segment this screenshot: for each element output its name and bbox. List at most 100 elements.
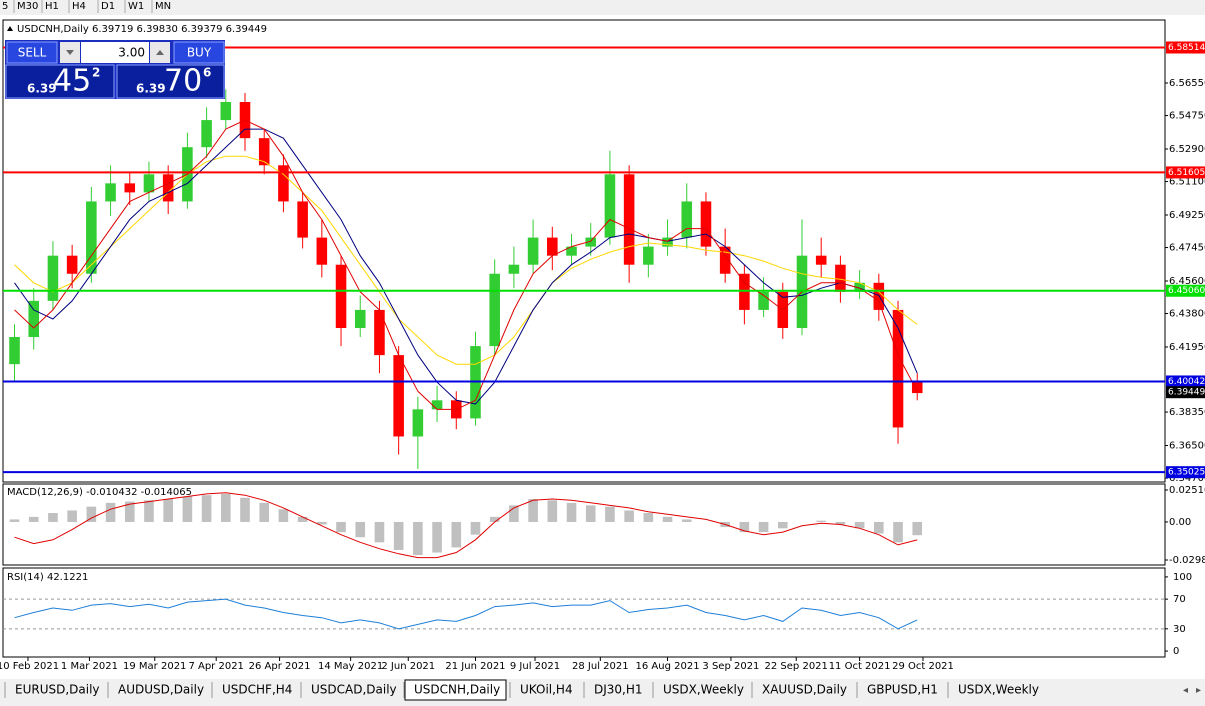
timeframe-button[interactable]: 5 <box>2 1 8 12</box>
x-tick-label: 11 Oct 2021 <box>829 661 891 672</box>
candle-body <box>162 174 174 202</box>
level-label: 6.51605 <box>1168 168 1205 178</box>
candle-body <box>547 237 558 256</box>
candle-body <box>489 273 500 347</box>
tab[interactable]: USDX,Weekly <box>958 683 1039 697</box>
macd-bar <box>912 521 923 536</box>
tab[interactable]: UKOil,H4 <box>520 683 573 697</box>
candle-body <box>335 264 347 328</box>
candle-body <box>431 400 443 410</box>
macd-bar <box>643 513 654 522</box>
lots-input[interactable] <box>81 42 149 63</box>
arrow-down <box>66 50 74 55</box>
timeframe-button[interactable]: D1 <box>101 1 115 12</box>
y-tick-label: 6.45600 <box>1169 276 1205 287</box>
candle-body <box>892 309 904 428</box>
y-tick-label: -0.029883 <box>1169 555 1205 566</box>
macd-bar <box>624 510 634 522</box>
tab[interactable]: XAUUSD,Daily <box>762 683 847 697</box>
timeframe-button[interactable]: M30 <box>17 1 38 12</box>
level-tag <box>1166 41 1205 54</box>
macd-bar <box>374 521 385 543</box>
macd-bar <box>278 509 289 522</box>
tab[interactable]: USDCNH,Daily <box>414 683 500 697</box>
scroll-left[interactable]: ◂ <box>1183 685 1188 696</box>
sell-button[interactable] <box>6 41 58 64</box>
x-tick-label: 2 Jun 2021 <box>381 661 435 672</box>
timeframe-button[interactable]: H1 <box>45 1 59 12</box>
y-tick-label: 6.51100 <box>1169 177 1205 188</box>
ask-box[interactable] <box>116 64 225 99</box>
macd-frame <box>2 483 1166 566</box>
candle-body <box>585 237 597 247</box>
macd-bar <box>854 521 865 529</box>
macd-bar <box>777 521 788 529</box>
tab[interactable]: EURUSD,Daily <box>15 683 100 697</box>
tab[interactable]: USDCHF,H4 <box>222 683 292 697</box>
y-tick-label: 6.47450 <box>1169 243 1205 254</box>
macd-bar <box>67 510 77 522</box>
x-tick-label: 3 Sep 2021 <box>702 661 759 672</box>
signal-line <box>14 492 918 559</box>
candle-body <box>201 120 212 148</box>
macd-title: MACD(12,26,9) -0.010432 -0.014065 <box>7 487 192 498</box>
macd-bar <box>470 521 481 535</box>
macd-bar <box>144 500 154 522</box>
bid-box[interactable] <box>5 64 115 99</box>
x-tick-label: 9 Jul 2021 <box>510 661 560 672</box>
macd-bar <box>201 495 212 522</box>
tab[interactable]: USDX,Weekly <box>663 683 744 697</box>
candle-body <box>662 237 673 247</box>
timeframe-button[interactable]: H4 <box>72 1 86 12</box>
trade-panel: SELL 3.00 BUY 6.39 45 2 6.39 70 6 <box>5 40 225 99</box>
macd-bar <box>432 521 442 553</box>
y-tick-label: 6.38350 <box>1169 407 1205 418</box>
collapse-icon[interactable] <box>7 26 13 31</box>
scroll-right[interactable]: ▸ <box>1196 685 1201 696</box>
buy-button[interactable] <box>173 41 225 64</box>
level-label: 6.35025 <box>1168 468 1205 478</box>
y-tick-label: 6.54750 <box>1169 111 1205 122</box>
timeframe-button[interactable]: W1 <box>128 1 144 12</box>
buy-label: BUY <box>187 46 212 60</box>
tab[interactable]: USDCAD,Daily <box>311 683 397 697</box>
candle-body <box>758 291 769 310</box>
candle-body <box>739 273 750 310</box>
macd-bar <box>124 501 135 522</box>
candle-body <box>9 337 20 365</box>
rsi-title: RSI(14) 42.1221 <box>7 572 88 583</box>
y-tick-label: 0.025108 <box>1169 485 1205 496</box>
moving-average <box>14 128 918 405</box>
macd-bar <box>182 496 193 522</box>
candle-body <box>86 201 97 274</box>
x-tick-label: 19 Mar 2021 <box>123 661 186 672</box>
tab[interactable]: AUDUSD,Daily <box>118 683 204 697</box>
main-chart-title: USDCNH,Daily 6.39719 6.39830 6.39379 6.3… <box>17 24 267 35</box>
candle-body <box>623 174 635 265</box>
candle-body <box>835 264 846 292</box>
candle-body <box>258 138 270 166</box>
x-tick-label: 26 Apr 2021 <box>249 661 311 672</box>
bid-big-figure: 6.39 <box>27 82 57 96</box>
y-tick-label: 100 <box>1173 572 1192 583</box>
tab[interactable]: GBPUSD,H1 <box>867 683 938 697</box>
price-tag <box>1166 386 1205 399</box>
candle-body <box>604 174 616 238</box>
macd-bar <box>816 520 827 522</box>
timeframe-button[interactable]: MN <box>155 1 171 12</box>
macd-bar <box>259 502 270 522</box>
macd-bar <box>874 521 884 534</box>
y-tick-label: 6.52900 <box>1169 144 1205 155</box>
macd-bar <box>662 516 673 522</box>
macd-bar <box>605 506 615 522</box>
macd-bar <box>566 502 577 522</box>
candle-body <box>527 237 539 265</box>
candle-body <box>220 101 232 121</box>
candle-body <box>143 174 155 193</box>
tab[interactable]: DJ30,H1 <box>594 683 643 697</box>
y-tick-label: 6.41950 <box>1169 342 1205 353</box>
candle-body <box>297 201 308 238</box>
macd-bar <box>835 521 846 525</box>
candle-body <box>643 246 654 265</box>
rsi-line <box>14 598 918 630</box>
